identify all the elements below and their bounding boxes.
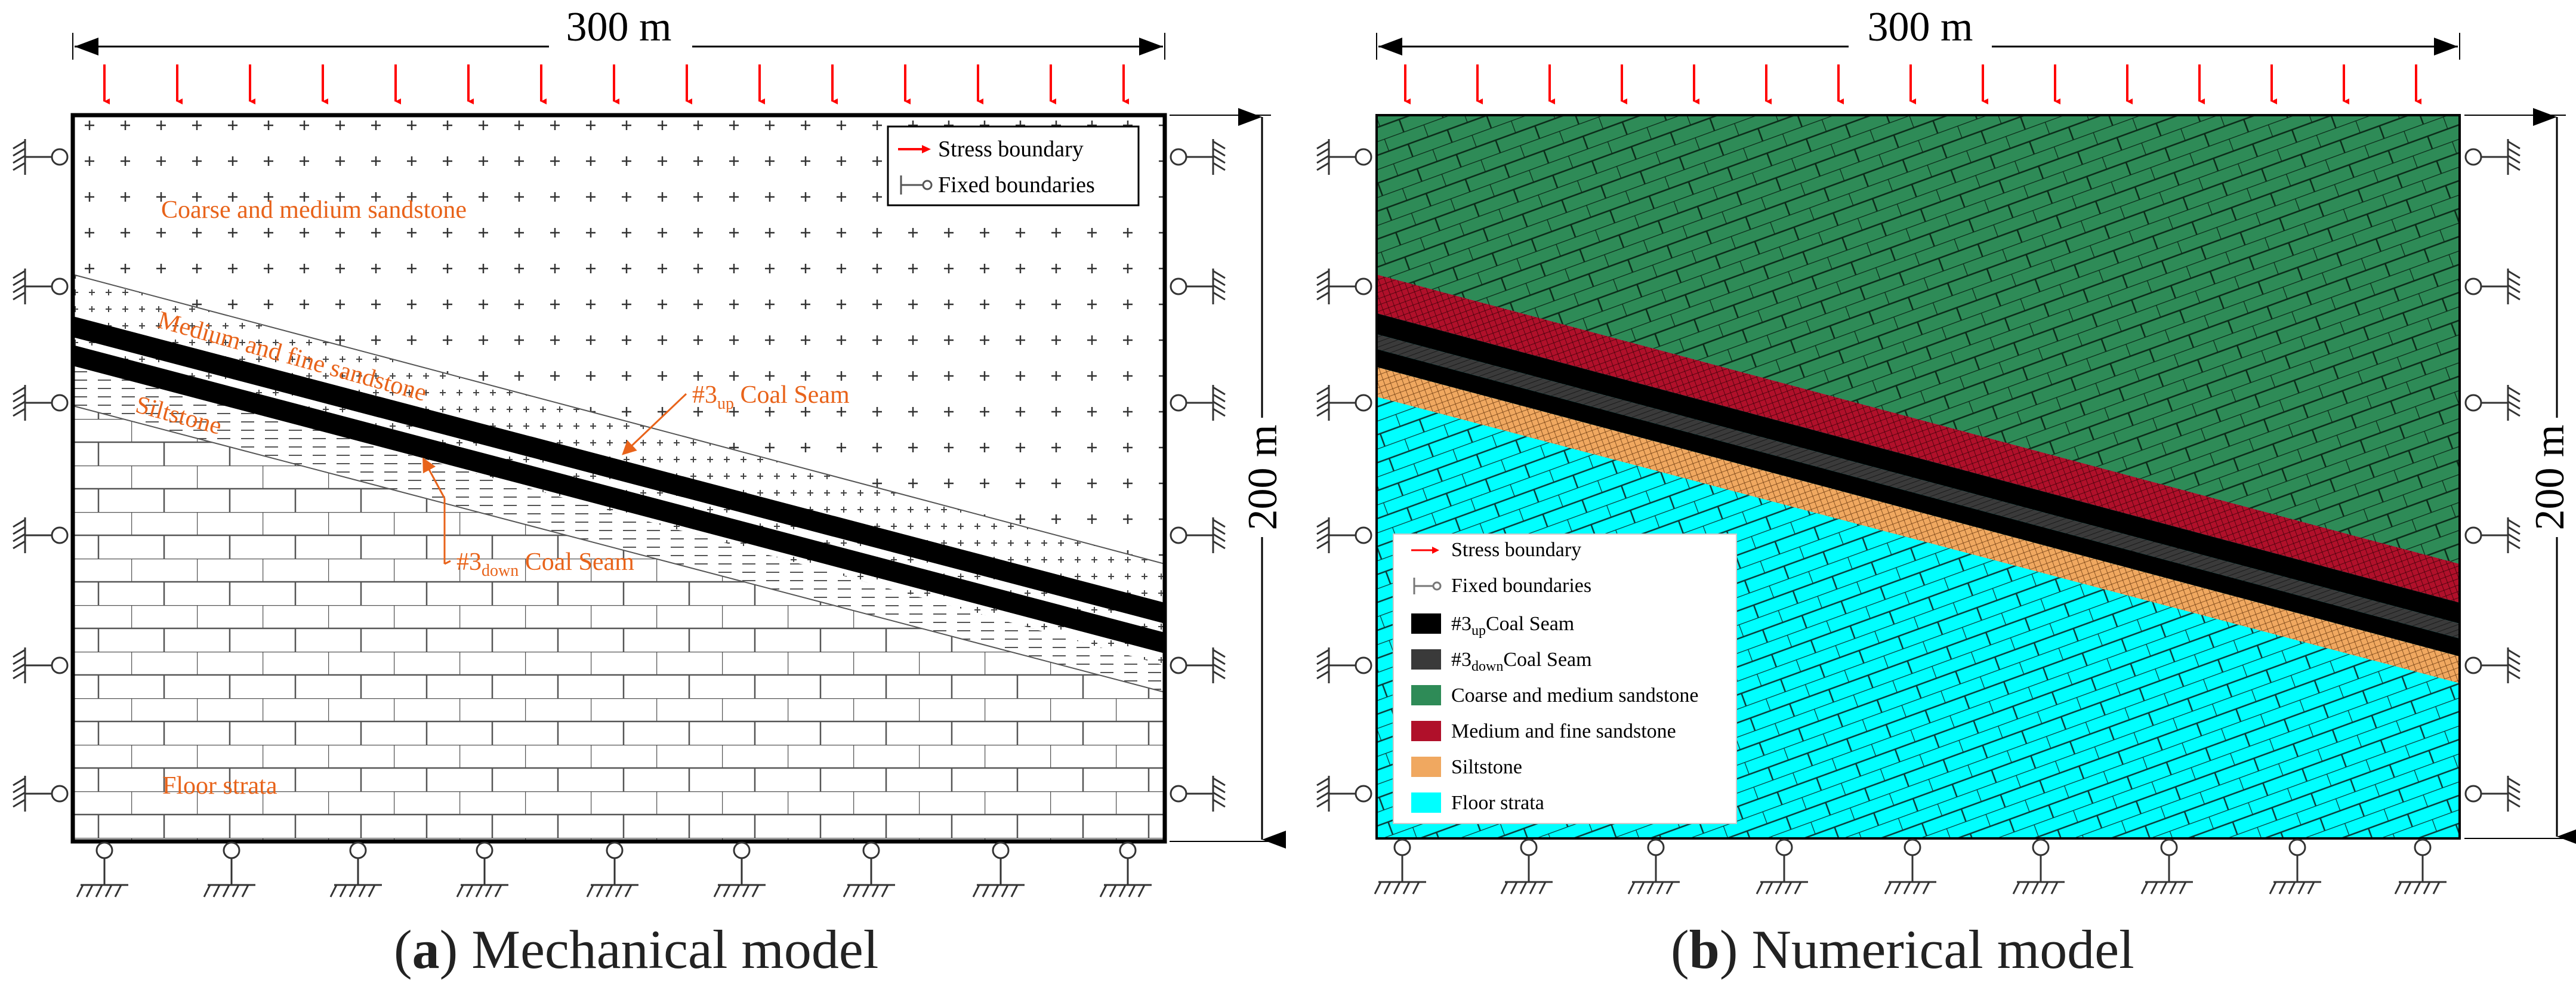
- panel-a-mechanical-model: 300 m 200 m: [13, 4, 1295, 898]
- panel-b-legend-floor: Floor strata: [1451, 792, 1544, 814]
- label-coarse-medium-sandstone: Coarse and medium sandstone: [161, 196, 467, 224]
- panel-b-legend-medium-fine: Medium and fine sandstone: [1451, 720, 1676, 742]
- swatch-down-seam: [1411, 649, 1441, 670]
- label-up-coal-seam: #3up Coal Seam: [692, 381, 850, 413]
- panel-a-left-supports: [13, 139, 69, 812]
- panel-a-legend-stress: Stress boundary: [938, 137, 1084, 162]
- coarse-sandstone-green: [1377, 115, 2460, 564]
- down-coal-seam-dark: [1377, 349, 2460, 656]
- swatch-floor: [1411, 792, 1441, 813]
- down-coal-seam: [73, 345, 1165, 653]
- panel-a-legend-fixed: Fixed boundaries: [938, 172, 1095, 198]
- panel-b-height-dimension: [2464, 108, 2576, 846]
- panel-b-left-supports: [1316, 139, 1372, 812]
- panel-b-bottom-supports: [1374, 838, 2447, 895]
- panel-a-bottom-supports: [76, 841, 1152, 898]
- swatch-siltstone: [1411, 757, 1441, 777]
- panel-a-label-pointers: [422, 393, 687, 565]
- middle-parting: [1377, 334, 2460, 639]
- medium-fine-sandstone-red: [1377, 275, 2460, 603]
- panel-b-stress-arrows: [1404, 64, 2421, 104]
- swatch-coarse: [1411, 685, 1441, 705]
- panel-b-frame: [1375, 114, 2461, 840]
- panel-b-legend-coarse: Coarse and medium sandstone: [1451, 684, 1699, 707]
- panel-a-strata: [73, 115, 1165, 841]
- panel-a-width-dimension: [72, 12, 1165, 60]
- panel-a-caption-letter: a: [412, 919, 440, 980]
- swatch-medium-fine: [1411, 721, 1441, 741]
- panel-b-caption-letter: b: [1689, 919, 1720, 980]
- panel-a-height-dimension: [1170, 108, 1295, 849]
- panel-a-stress-arrows: [103, 64, 1129, 104]
- panel-a-right-supports: [1170, 139, 1226, 812]
- panel-a-legend: [887, 125, 1140, 206]
- panel-b-width-dimension: [1376, 12, 2460, 60]
- panel-b-legend-stress: Stress boundary: [1451, 539, 1581, 561]
- panel-b-numerical-model: 300 m 200 m: [1316, 4, 2576, 895]
- label-floor-strata: Floor strata: [162, 772, 277, 800]
- panel-b-width-label: 300 m: [1868, 4, 1973, 50]
- up-coal-seam: [73, 316, 1165, 624]
- panel-b-legend-siltstone: Siltstone: [1451, 756, 1522, 778]
- panel-b-caption: (b) Numerical model: [1671, 919, 2134, 980]
- panel-a-frame: [70, 113, 1167, 844]
- panel-b-legend-down-seam: #3downCoal Seam: [1451, 649, 1592, 674]
- panel-b-caption-text: Numerical model: [1738, 919, 2134, 980]
- panel-a-width-label: 300 m: [566, 4, 672, 50]
- panel-a-height-label: 200 m: [1240, 425, 1286, 531]
- panel-a-caption: (a) Mechanical model: [394, 919, 879, 980]
- swatch-up-seam: [1411, 613, 1441, 634]
- panel-a-caption-text: Mechanical model: [458, 919, 879, 980]
- up-coal-seam-black: [1377, 313, 2460, 624]
- panel-b-legend-fixed: Fixed boundaries: [1451, 575, 1591, 597]
- panel-b-height-label: 200 m: [2527, 425, 2573, 531]
- label-down-coal-seam: #3down Coal Seam: [456, 548, 634, 580]
- coarse-medium-sandstone-region: [73, 115, 1165, 564]
- floor-strata-lower: [73, 406, 1165, 841]
- panel-b-right-supports: [2464, 139, 2521, 812]
- panel-b-legend-up-seam: #3upCoal Seam: [1451, 613, 1574, 639]
- siltstone-tan: [1377, 367, 2460, 683]
- panel-b-legend: [1393, 533, 1737, 824]
